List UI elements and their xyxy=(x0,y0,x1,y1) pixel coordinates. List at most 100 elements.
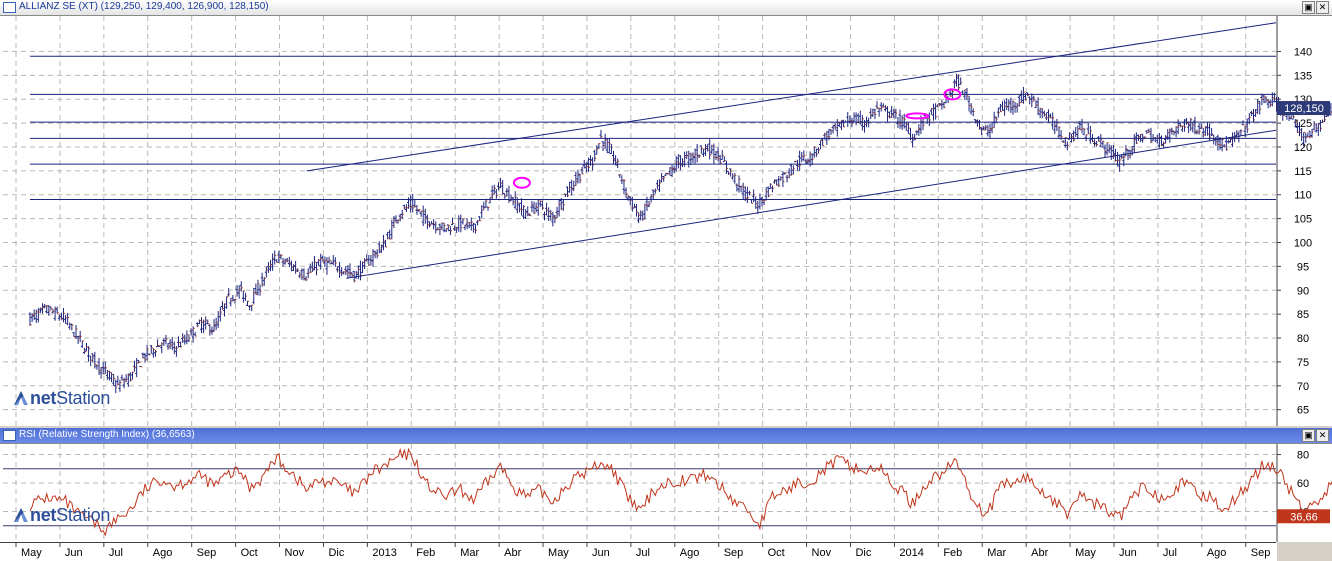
ohlc-bar xyxy=(888,111,892,119)
ohlc-bar xyxy=(446,224,450,232)
ohlc-bar xyxy=(662,175,666,182)
ohlc-bar xyxy=(262,276,266,286)
ohlc-bar xyxy=(718,154,722,165)
ohlc-bar xyxy=(549,209,553,221)
ohlc-bar xyxy=(292,264,296,271)
rsi-chart[interactable]: 40608036,66 xyxy=(0,444,1332,542)
ohlc-bar xyxy=(762,199,766,205)
ohlc-bar xyxy=(273,250,277,265)
ohlc-bar xyxy=(971,108,975,117)
time-axis-label: Mar xyxy=(460,547,479,559)
time-axis-label: Nov xyxy=(285,547,305,559)
ohlc-bar xyxy=(379,244,383,253)
ohlc-bar xyxy=(978,119,982,130)
ohlc-bar xyxy=(904,122,908,131)
ohlc-bar xyxy=(1314,123,1318,133)
rsi-last-value-badge xyxy=(1277,509,1330,524)
ohlc-bar xyxy=(1038,107,1042,119)
ohlc-bar xyxy=(471,222,475,233)
price-chart[interactable]: 6570758085909510010511011512012513013514… xyxy=(0,16,1332,426)
ohlc-bar xyxy=(1210,127,1214,136)
ohlc-bar xyxy=(532,201,536,214)
ohlc-bar xyxy=(1011,100,1015,115)
ohlc-bar xyxy=(938,103,942,107)
ohlc-bar xyxy=(356,265,360,280)
window-icon xyxy=(3,2,16,13)
ohlc-bar xyxy=(1084,134,1088,142)
ohlc-bar xyxy=(151,348,155,358)
ohlc-bar xyxy=(612,150,616,165)
highlight-ellipse xyxy=(512,176,531,189)
time-axis-label: Nov xyxy=(812,547,832,559)
rsi-restore-button[interactable]: ▣ xyxy=(1302,429,1315,442)
ohlc-bar xyxy=(421,205,425,227)
ohlc-bar xyxy=(672,165,676,173)
ohlc-bar xyxy=(256,279,260,296)
ohlc-bar xyxy=(699,145,703,154)
ohlc-bar xyxy=(225,296,229,309)
ohlc-bar xyxy=(130,371,134,380)
ohlc-bar xyxy=(440,222,444,230)
ohlc-bar xyxy=(990,122,994,134)
ohlc-bar xyxy=(982,126,986,131)
ohlc-bar xyxy=(609,144,613,155)
ohlc-bar xyxy=(93,351,97,369)
rsi-close-button[interactable]: ✕ xyxy=(1316,429,1329,442)
ohlc-bar xyxy=(499,177,503,189)
ohlc-bar xyxy=(61,307,65,323)
last-price-label: 128,150 xyxy=(1284,103,1324,115)
ohlc-bar xyxy=(1239,129,1243,137)
ohlc-bar xyxy=(419,210,423,217)
ohlc-bar xyxy=(911,133,915,148)
ohlc-bar xyxy=(810,153,814,166)
ohlc-bar xyxy=(296,268,300,272)
ohlc-bar xyxy=(64,314,68,324)
price-tick-label: 125 xyxy=(1294,118,1312,130)
ohlc-bar xyxy=(116,375,120,386)
ohlc-bar xyxy=(881,103,885,108)
ohlc-bar xyxy=(281,257,285,267)
ohlc-bar xyxy=(1300,128,1304,142)
time-axis-label: Abr xyxy=(1031,547,1048,559)
ohlc-bar xyxy=(1044,112,1048,121)
ohlc-bar xyxy=(1251,109,1255,123)
ohlc-bar xyxy=(340,267,344,277)
ohlc-bar xyxy=(842,119,846,128)
ohlc-bar xyxy=(1063,137,1067,148)
ohlc-bar xyxy=(28,312,32,326)
ohlc-bar xyxy=(478,216,482,222)
ohlc-bar xyxy=(522,204,526,220)
ohlc-bar xyxy=(545,202,549,216)
time-axis-label: Oct xyxy=(241,547,258,559)
ohlc-bar xyxy=(377,241,381,254)
ohlc-bar xyxy=(837,122,841,127)
ohlc-bar xyxy=(739,185,743,193)
ohlc-bar xyxy=(1185,117,1189,125)
ohlc-bar xyxy=(1220,137,1224,152)
ohlc-bar xyxy=(398,213,402,222)
price-tick-label: 65 xyxy=(1297,405,1309,417)
ohlc-bar xyxy=(252,288,256,305)
close-button[interactable]: ✕ xyxy=(1316,1,1329,14)
restore-button[interactable]: ▣ xyxy=(1302,1,1315,14)
ohlc-bar xyxy=(486,206,490,211)
ohlc-bar xyxy=(1162,141,1166,148)
time-axis-label: Sep xyxy=(197,547,217,559)
ohlc-bar xyxy=(448,226,452,236)
ohlc-bar xyxy=(917,124,921,136)
ohlc-bar xyxy=(1260,93,1264,106)
ohlc-bar xyxy=(783,172,787,175)
ohlc-bar xyxy=(770,185,774,193)
ohlc-bar xyxy=(651,189,655,200)
netstation-logo-rsi: netStation xyxy=(14,505,110,526)
time-axis-label: Feb xyxy=(943,547,962,559)
ohlc-bar xyxy=(430,221,434,225)
ohlc-bar xyxy=(798,150,802,172)
ohlc-bar xyxy=(103,361,107,374)
ohlc-bar xyxy=(775,179,779,186)
ohlc-bar xyxy=(371,249,375,267)
ohlc-bar xyxy=(967,95,971,112)
ohlc-bar xyxy=(1047,109,1051,123)
ohlc-bar xyxy=(915,130,919,136)
ohlc-bar xyxy=(955,73,959,87)
